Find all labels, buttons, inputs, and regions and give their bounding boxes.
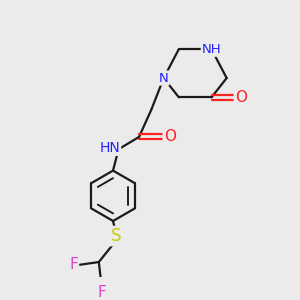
Text: F: F (69, 257, 78, 272)
Text: NH: NH (202, 43, 221, 56)
Text: S: S (110, 227, 121, 245)
Text: HN: HN (99, 141, 120, 155)
Text: N: N (159, 72, 169, 85)
Text: O: O (235, 90, 247, 105)
Text: O: O (164, 129, 176, 144)
Text: F: F (97, 285, 106, 300)
